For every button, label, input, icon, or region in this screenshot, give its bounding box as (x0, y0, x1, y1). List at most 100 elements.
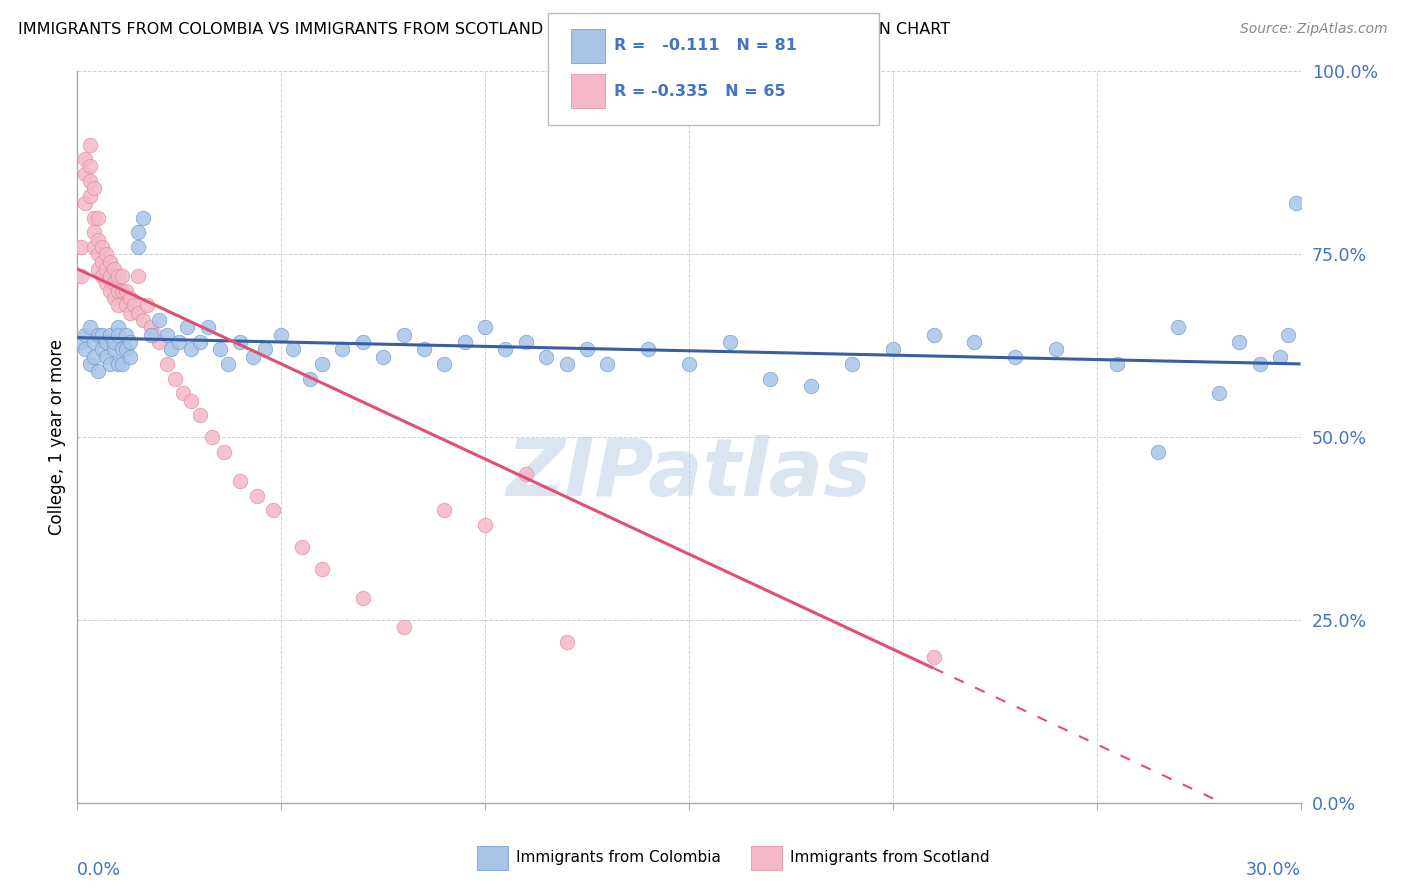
Point (148, 313, 170, 327)
Point (107, 284, 129, 298)
Point (98, 269, 121, 284)
Point (79, 357, 101, 371)
Point (70, 269, 93, 284)
Text: Immigrants from Scotland: Immigrants from Scotland (790, 850, 990, 864)
Point (474, 517, 496, 532)
Point (197, 320, 219, 334)
Point (103, 343, 125, 357)
Point (841, 357, 863, 371)
Point (1045, 343, 1067, 357)
Point (759, 371, 782, 385)
Point (131, 211, 153, 225)
Text: R = -0.335   N = 65: R = -0.335 N = 65 (614, 84, 786, 98)
Point (75, 167, 97, 181)
Point (107, 320, 129, 334)
Text: IMMIGRANTS FROM COLOMBIA VS IMMIGRANTS FROM SCOTLAND COLLEGE, 1 YEAR OR MORE COR: IMMIGRANTS FROM COLOMBIA VS IMMIGRANTS F… (18, 22, 950, 37)
Point (1249, 357, 1271, 371)
Point (87, 233, 110, 247)
Point (555, 635, 578, 649)
Point (392, 620, 415, 634)
Point (79, 174, 101, 188)
Point (79, 188, 101, 202)
Point (94, 277, 117, 291)
Point (87, 327, 110, 342)
Point (229, 334, 252, 349)
Text: 30.0%: 30.0% (1246, 862, 1301, 880)
Point (120, 291, 142, 305)
Point (111, 269, 134, 284)
Point (94, 261, 117, 276)
Point (131, 313, 153, 327)
Point (270, 327, 292, 342)
Point (169, 334, 191, 349)
Point (596, 357, 619, 371)
Point (120, 350, 142, 364)
Y-axis label: College, 1 year or more: College, 1 year or more (48, 339, 66, 535)
Point (534, 350, 557, 364)
Point (83, 181, 105, 195)
Point (453, 334, 475, 349)
Point (201, 430, 224, 444)
Point (1147, 444, 1170, 458)
Point (127, 306, 149, 320)
Point (83, 225, 105, 239)
Point (90, 343, 112, 357)
Point (115, 298, 138, 312)
Point (332, 343, 354, 357)
Point (283, 343, 305, 357)
Point (1285, 196, 1308, 211)
Point (94, 247, 117, 261)
Point (124, 298, 146, 312)
Point (127, 269, 149, 284)
Point (115, 284, 138, 298)
Point (1229, 334, 1251, 349)
Point (127, 240, 149, 254)
Point (79, 137, 101, 152)
Point (103, 277, 125, 291)
Point (176, 320, 198, 334)
Point (495, 343, 517, 357)
Point (87, 211, 110, 225)
Point (433, 503, 456, 517)
Point (1004, 350, 1026, 364)
Point (70, 240, 93, 254)
Point (143, 327, 166, 342)
Point (79, 320, 101, 334)
Point (515, 334, 537, 349)
Point (229, 474, 252, 488)
Text: ZIPatlas: ZIPatlas (506, 434, 872, 513)
Point (208, 343, 231, 357)
Point (298, 371, 321, 385)
Point (165, 371, 187, 385)
Point (75, 196, 97, 211)
Point (90, 240, 112, 254)
Point (180, 393, 202, 408)
Point (135, 298, 157, 312)
Point (172, 386, 194, 401)
Point (212, 444, 235, 458)
Point (413, 343, 436, 357)
Point (107, 298, 129, 312)
Point (678, 357, 700, 371)
Point (718, 334, 741, 349)
Point (115, 327, 138, 342)
Point (75, 343, 97, 357)
Point (156, 357, 179, 371)
Point (98, 254, 121, 268)
Point (253, 343, 276, 357)
Point (90, 269, 112, 284)
Point (1167, 320, 1189, 334)
Point (392, 327, 415, 342)
Point (111, 357, 134, 371)
Point (115, 343, 138, 357)
Point (433, 357, 456, 371)
Point (75, 327, 97, 342)
Text: 0.0%: 0.0% (77, 862, 121, 880)
Point (127, 225, 149, 239)
Point (90, 254, 112, 268)
Text: R =   -0.111   N = 81: R = -0.111 N = 81 (614, 38, 797, 54)
Point (555, 357, 578, 371)
Point (98, 284, 121, 298)
Point (103, 291, 125, 305)
Point (1277, 327, 1299, 342)
